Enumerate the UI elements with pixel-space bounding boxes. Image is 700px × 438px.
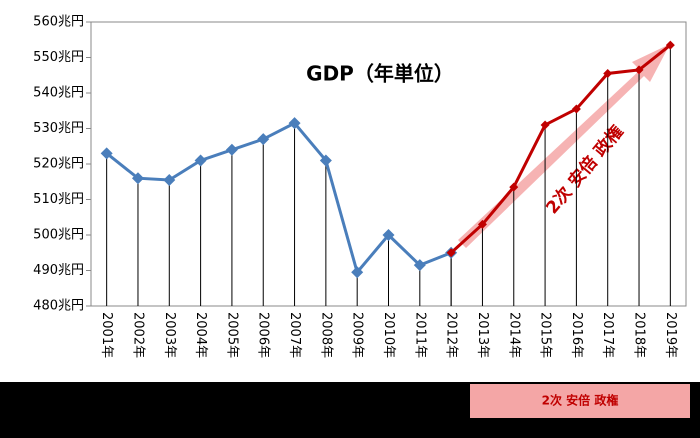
chart-title: GDP（年単位）	[306, 62, 454, 86]
x-tick-label: 2009年	[350, 312, 365, 358]
x-tick-label: 2012年	[444, 312, 459, 358]
marker	[540, 120, 550, 130]
x-tick-label: 2011年	[412, 312, 427, 358]
y-tick-label: 500兆円	[33, 228, 84, 243]
x-tick-label: 2014年	[506, 312, 521, 358]
x-tick-label: 2016年	[569, 312, 584, 358]
marker	[194, 154, 207, 167]
marker	[665, 40, 675, 50]
marker	[413, 259, 426, 272]
marker	[477, 219, 487, 229]
x-tick-label: 2003年	[162, 312, 177, 358]
marker	[257, 133, 270, 146]
marker	[351, 266, 364, 279]
y-tick-label: 550兆円	[33, 50, 84, 65]
arrow	[458, 44, 670, 248]
y-tick-label: 560兆円	[33, 15, 84, 30]
x-tick-label: 2017年	[600, 312, 615, 358]
x-tick-label: 2010年	[381, 312, 396, 358]
y-tick-label: 530兆円	[33, 121, 84, 136]
x-tick-label: 2008年	[318, 312, 333, 358]
period-label: 2次 安倍 政権	[542, 393, 619, 408]
x-tick-label: 2018年	[632, 312, 647, 358]
x-tick-label: 2001年	[99, 312, 114, 358]
x-tick-label: 2005年	[224, 312, 239, 358]
marker	[225, 143, 238, 156]
marker	[131, 172, 144, 185]
x-tick-label: 2019年	[663, 312, 678, 358]
marker	[382, 229, 395, 241]
y-tick-label: 510兆円	[33, 192, 84, 207]
marker	[288, 117, 301, 130]
x-tick-label: 2013年	[475, 312, 490, 358]
x-tick-label: 2015年	[538, 312, 553, 358]
x-tick-label: 2006年	[256, 312, 271, 358]
marker	[319, 154, 332, 167]
y-tick-label: 520兆円	[33, 157, 84, 172]
y-tick-label: 540兆円	[33, 86, 84, 101]
marker	[509, 182, 519, 192]
marker	[634, 65, 644, 75]
period-box	[470, 384, 690, 418]
x-tick-label: 2002年	[130, 312, 145, 358]
marker	[100, 147, 113, 160]
y-tick-label: 490兆円	[33, 263, 84, 278]
marker	[446, 248, 456, 258]
y-tick-label: 480兆円	[33, 299, 84, 314]
x-tick-label: 2004年	[193, 312, 208, 358]
x-tick-label: 2007年	[287, 312, 302, 358]
marker	[571, 104, 581, 114]
marker	[603, 68, 613, 78]
line-series	[450, 43, 672, 254]
marker	[163, 173, 176, 186]
